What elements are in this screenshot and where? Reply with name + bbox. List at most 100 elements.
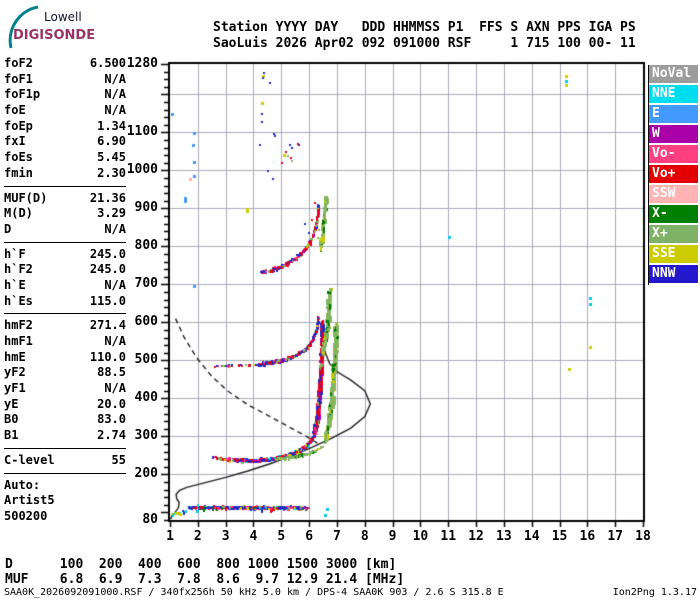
parameter-value: 2.74 <box>97 428 126 443</box>
parameter-row: hmF2 271.4 <box>4 318 126 334</box>
parameter-row: foEp 1.34 <box>4 119 126 135</box>
y-axis-tick-label: 1280 <box>126 56 158 71</box>
parameter-value: 55 <box>111 452 126 467</box>
parameter-row: fxI 6.90 <box>4 134 126 150</box>
y-axis-tick-label: 1000 <box>126 162 158 178</box>
legend-item-nne: NNE <box>649 85 698 103</box>
x-axis-tick-label: 10 <box>412 529 429 544</box>
parameter-row: yE 20.0 <box>4 397 126 413</box>
parameter-name: D <box>4 221 12 236</box>
parameter-name: M(D) <box>4 206 33 221</box>
parameter-value: 21.36 <box>89 190 126 205</box>
parameter-name: yF2 <box>4 365 26 380</box>
parameter-value: 115.0 <box>89 293 126 308</box>
parameter-row: yF2 88.5 <box>4 365 126 381</box>
x-axis-tick-label: 1 <box>166 529 174 544</box>
parameter-name: fmin <box>4 165 33 180</box>
parameter-group: C-level 55 <box>4 453 126 474</box>
parameter-row: hmF1 N/A <box>4 334 126 350</box>
parameter-value: 6.500 <box>89 56 126 70</box>
legend-item-ssw: SSW <box>649 185 698 203</box>
x-axis-tick-label: 8 <box>360 529 369 544</box>
parameter-row: D N/A <box>4 222 126 238</box>
parameter-name: foF2 <box>4 56 33 70</box>
parameter-row: MUF(D) 21.36 <box>4 191 126 207</box>
station-header-values: SaoLuis 2026 Apr02 092 091000 RSF 1 715 … <box>213 36 636 51</box>
parameter-row: h`E N/A <box>4 278 126 294</box>
parameter-name: hmF1 <box>4 334 33 348</box>
parameter-row: M(D) 3.29 <box>4 206 126 222</box>
parameter-value: N/A <box>104 71 126 86</box>
parameter-row: h`F 245.0 <box>4 247 126 263</box>
parameter-row: yF1 N/A <box>4 381 126 397</box>
parameter-name: hmE <box>4 349 26 364</box>
x-axis-tick-label: 4 <box>249 529 258 544</box>
parameter-row: h`Es 115.0 <box>4 294 126 310</box>
program-version: Ion2Png 1.3.17 <box>612 587 697 598</box>
y-axis-tick-label: 900 <box>134 200 158 216</box>
x-axis-tick-label: 9 <box>388 529 397 544</box>
parameter-name: foEp <box>4 118 33 133</box>
parameter-row: foE N/A <box>4 103 126 119</box>
x-axis-tick-label: 12 <box>468 529 484 544</box>
parameter-name: B0 <box>4 412 19 427</box>
parameter-name: hmF2 <box>4 318 33 333</box>
svg-text:DIGISONDE: DIGISONDE <box>13 28 95 43</box>
x-axis-tick-label: 16 <box>579 529 596 544</box>
parameter-value: 1.34 <box>97 118 126 133</box>
parameter-name: foE <box>4 103 26 118</box>
y-axis-tick-label: 1100 <box>126 124 158 140</box>
y-axis-tick-label: 300 <box>134 428 158 444</box>
logo-arc-icon: Lowell DIGISONDE <box>8 5 95 49</box>
parameter-row: B1 2.74 <box>4 428 126 444</box>
parameter-name: B1 <box>4 428 19 443</box>
y-axis-tick-label: 600 <box>134 314 158 330</box>
y-axis-tick-label: 700 <box>134 276 158 292</box>
parameter-name: h`F <box>4 246 26 261</box>
parameter-value: 245.0 <box>89 246 126 261</box>
parameter-name: foF1 <box>4 71 33 86</box>
legend-item-vo: Vo+ <box>649 165 698 183</box>
parameter-name: h`F2 <box>4 262 33 277</box>
parameter-value: N/A <box>104 277 126 292</box>
parameter-value: N/A <box>104 381 126 396</box>
parameter-row: foF1 N/A <box>4 72 126 88</box>
legend-item-noval: NoVal <box>649 65 698 83</box>
parameter-value: 6.90 <box>97 134 126 149</box>
echo-direction-legend: NoVal NNE E W Vo- Vo+ SSW X- X+ SSE NNW <box>648 65 698 285</box>
x-axis-tick-label: 14 <box>523 529 540 544</box>
parameter-row: foF2 6.500 <box>4 56 126 72</box>
parameter-value: 20.0 <box>97 396 126 411</box>
parameter-value: 83.0 <box>97 412 126 427</box>
parameter-row: B0 83.0 <box>4 412 126 428</box>
parameter-name: yE <box>4 396 19 411</box>
autoscaling-info: Auto: Artist5 500200 <box>4 478 126 529</box>
parameter-panel: foF2 6.500 foF1 N/A foF1p N/A foE N/A foEp 1.34 fx… <box>4 56 126 533</box>
y-axis-tick-label: 800 <box>134 238 158 254</box>
parameter-value: 2.30 <box>97 165 126 180</box>
legend-item-x: X+ <box>649 225 698 243</box>
x-axis-tick-label: 7 <box>333 529 341 544</box>
parameter-name: h`Es <box>4 293 33 308</box>
x-axis-tick-label: 3 <box>221 529 230 544</box>
x-axis-tick-label: 2 <box>193 529 202 544</box>
x-axis-tick-label: 5 <box>277 529 286 544</box>
x-axis-tick-label: 11 <box>440 529 457 544</box>
parameter-row: foEs 5.45 <box>4 150 126 166</box>
muf-row: MUF 6.8 6.9 7.3 7.8 8.6 9.7 12.9 21.4 [M… <box>5 572 405 587</box>
digisonde-logo: Lowell DIGISONDE <box>4 4 114 54</box>
station-header-columns: Station YYYY DAY DDD HHMMSS P1 FFS S AXN… <box>213 20 636 35</box>
legend-item-sse: SSE <box>649 245 698 263</box>
parameter-row: hmE 110.0 <box>4 350 126 366</box>
parameter-value: N/A <box>104 103 126 118</box>
y-axis-tick-label: 500 <box>134 352 158 368</box>
y-axis-tick-label: 80 <box>142 512 158 527</box>
parameter-name: C-level <box>4 452 55 467</box>
autoscaling-line: 500200 <box>4 508 48 523</box>
parameter-name: fxI <box>4 134 26 149</box>
parameter-value: N/A <box>104 334 126 348</box>
legend-item-e: E <box>649 105 698 123</box>
parameter-name: foEs <box>4 150 33 165</box>
